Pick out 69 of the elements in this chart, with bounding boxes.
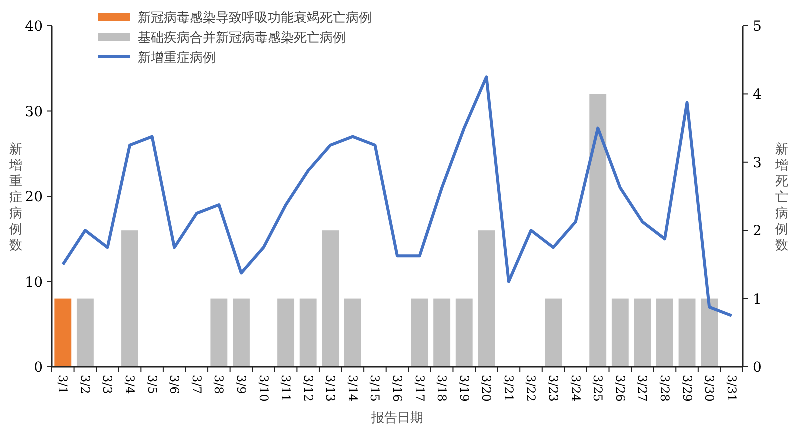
- bar: [434, 298, 451, 367]
- y-tick-label: 0: [34, 360, 43, 376]
- y2-tick-label: 1: [753, 292, 762, 308]
- x-tick-label: 3/13: [324, 375, 338, 402]
- bar: [344, 298, 362, 367]
- x-tick-label: 3/6: [168, 375, 182, 394]
- x-tick-label: 3/9: [234, 375, 248, 394]
- bar: [545, 298, 562, 367]
- y2-tick-label: 0: [753, 360, 762, 376]
- x-tick-label: 3/8: [212, 375, 226, 394]
- x-axis-title: 报告日期: [370, 411, 424, 426]
- x-tick-label: 3/31: [724, 375, 739, 402]
- x-tick-label: 3/21: [502, 375, 516, 402]
- x-tick-label: 3/10: [256, 375, 271, 402]
- x-tick-label: 3/12: [301, 375, 316, 402]
- x-tick-label: 3/2: [78, 375, 92, 394]
- x-tick-label: 3/28: [658, 375, 672, 402]
- bar: [656, 298, 674, 367]
- bar: [76, 298, 94, 367]
- x-tick-label: 3/23: [546, 375, 561, 402]
- x-tick-label: 3/5: [145, 375, 160, 394]
- y-tick-label: 30: [25, 104, 43, 120]
- bar: [701, 298, 718, 367]
- x-tick-label: 3/11: [279, 375, 294, 402]
- x-tick-label: 3/27: [636, 375, 650, 402]
- x-tick-label: 3/17: [412, 375, 427, 402]
- y2-tick-label: 5: [753, 19, 762, 35]
- y2-axis-title: 新增死亡病例数: [774, 142, 788, 254]
- line-series: [62, 76, 734, 318]
- legend-label: 新增重症病例: [138, 51, 216, 66]
- x-tick-label: 3/26: [613, 375, 628, 402]
- bar: [678, 298, 696, 367]
- bar: [411, 298, 428, 367]
- x-tick-label: 3/22: [524, 375, 538, 402]
- x-tick-label: 3/30: [702, 375, 717, 402]
- bar: [54, 298, 72, 367]
- x-tick-label: 3/14: [346, 375, 360, 402]
- bar: [122, 230, 138, 367]
- x-tick-label: 3/19: [457, 375, 472, 402]
- y-tick-label: 20: [25, 190, 43, 206]
- x-tick-label: 3/20: [480, 375, 494, 402]
- bar: [322, 230, 340, 367]
- bar: [300, 298, 317, 367]
- legend-label: 基础疾病合并新冠病毒感染死亡病例: [138, 30, 346, 46]
- bar: [278, 298, 295, 367]
- bar: [478, 230, 496, 367]
- x-tick-label: 3/18: [435, 375, 450, 402]
- y-tick-label: 10: [25, 274, 43, 291]
- bar: [590, 94, 607, 367]
- bar: [634, 298, 652, 367]
- bar: [456, 298, 473, 367]
- x-tick-label: 3/7: [190, 375, 204, 394]
- bar: [210, 298, 228, 367]
- x-tick-label: 3/29: [680, 375, 694, 402]
- y2-tick-label: 2: [753, 224, 762, 240]
- x-tick-label: 3/24: [568, 375, 583, 402]
- y2-tick-label: 4: [753, 87, 762, 104]
- x-tick-label: 3/1: [56, 375, 70, 394]
- x-tick-label: 3/16: [390, 375, 404, 402]
- x-tick-label: 3/4: [123, 375, 138, 395]
- x-tick-label: 3/15: [368, 375, 382, 402]
- y2-tick-label: 3: [753, 155, 762, 172]
- legend-label: 新冠病毒感染导致呼吸功能衰竭死亡病例: [138, 10, 372, 26]
- y-tick-label: 40: [25, 19, 43, 35]
- y-axis-title: 新增重症病例数: [8, 142, 22, 254]
- x-tick-label: 3/3: [100, 375, 115, 394]
- bar: [232, 298, 250, 367]
- bar: [612, 298, 629, 367]
- x-tick-label: 3/25: [591, 375, 606, 402]
